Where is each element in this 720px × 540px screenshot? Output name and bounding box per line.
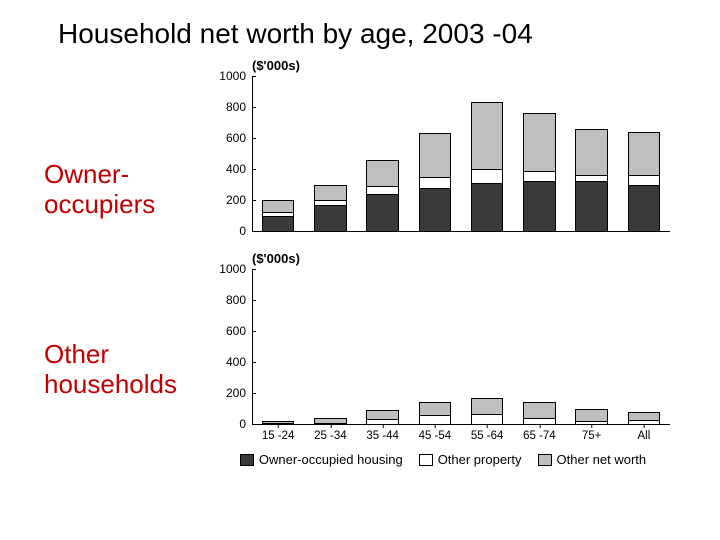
stacked-bar (575, 129, 607, 231)
legend-item: Owner-occupied housing (240, 452, 403, 467)
stacked-bar (523, 402, 555, 424)
bar-segment (366, 194, 398, 231)
legend-label: Owner-occupied housing (259, 452, 403, 467)
y-tick-label: 1000 (219, 69, 252, 83)
x-tick-label: 15 -24 (262, 424, 295, 442)
y-axis-title-bottom: ($'000s) (252, 251, 300, 266)
x-tick-label: 75+ (582, 424, 602, 442)
y-tick-label: 0 (239, 224, 252, 238)
bar-segment (262, 216, 294, 232)
plot-area-bottom: 0200400600800100015 -2425 -3435 -4445 -5… (252, 269, 670, 425)
bar-segment (575, 409, 607, 421)
bar-segment (419, 415, 451, 424)
bar-segment (523, 171, 555, 182)
bar-segment (523, 181, 555, 231)
stacked-bar (262, 200, 294, 231)
bar-segment (628, 175, 660, 184)
y-tick-label: 1000 (219, 262, 252, 276)
bar-segment (419, 133, 451, 176)
legend-swatch (538, 454, 552, 466)
y-tick-label: 200 (226, 193, 252, 207)
bar-segment (419, 177, 451, 188)
legend-item: Other net worth (538, 452, 647, 467)
bar-segment (523, 402, 555, 418)
y-tick-label: 0 (239, 417, 252, 431)
legend-label: Other net worth (557, 452, 647, 467)
bar-segment (628, 412, 660, 421)
bar-segment (523, 113, 555, 170)
legend-swatch (240, 454, 254, 466)
legend-swatch (419, 454, 433, 466)
bar-segment (419, 188, 451, 231)
y-tick-label: 800 (226, 293, 252, 307)
y-axis-title-top: ($'000s) (252, 58, 300, 73)
bar-segment (262, 200, 294, 212)
chart-container: ($'000s) 02004006008001000 ($'000s) 0200… (208, 60, 678, 428)
bar-segment (471, 102, 503, 169)
stacked-bar (628, 412, 660, 424)
x-tick-label: 45 -54 (419, 424, 452, 442)
stacked-bar (628, 132, 660, 231)
x-tick-label: All (637, 424, 650, 442)
page-title: Household net worth by age, 2003 -04 (58, 18, 533, 50)
bar-segment (366, 160, 398, 186)
bar-segment (471, 183, 503, 231)
bar-segment (419, 402, 451, 415)
plot-area-top: 02004006008001000 (252, 76, 670, 232)
y-tick-label: 600 (226, 324, 252, 338)
y-tick-label: 800 (226, 100, 252, 114)
x-tick-label: 35 -44 (366, 424, 399, 442)
stacked-bar (419, 133, 451, 231)
y-tick-label: 600 (226, 131, 252, 145)
stacked-bar (366, 410, 398, 424)
chart-panel-other-households: ($'000s) 0200400600800100015 -2425 -3435… (208, 253, 678, 428)
chart-legend: Owner-occupied housing Other property Othe… (208, 452, 678, 467)
bar-segment (575, 129, 607, 176)
bar-segment (314, 205, 346, 231)
bar-segment (366, 410, 398, 419)
x-tick-label: 65 -74 (523, 424, 556, 442)
bar-segment (366, 186, 398, 194)
y-tick-label: 400 (226, 162, 252, 176)
y-tick-label: 200 (226, 386, 252, 400)
bar-segment (314, 185, 346, 201)
legend-label: Other property (438, 452, 522, 467)
stacked-bar (471, 102, 503, 231)
stacked-bar (366, 160, 398, 231)
legend-item: Other property (419, 452, 522, 467)
stacked-bar (419, 402, 451, 424)
y-tick-label: 400 (226, 355, 252, 369)
x-tick-label: 55 -64 (471, 424, 504, 442)
stacked-bar (523, 113, 555, 231)
x-tick-label: 25 -34 (314, 424, 347, 442)
row-label-other-households: Otherhouseholds (44, 340, 177, 400)
stacked-bar (575, 409, 607, 424)
row-label-owner-occupiers: Owner-occupiers (44, 160, 155, 220)
bar-segment (471, 398, 503, 414)
bar-segment (471, 414, 503, 424)
stacked-bar (471, 398, 503, 424)
stacked-bar (314, 185, 346, 231)
bar-segment (471, 169, 503, 183)
bar-segment (628, 185, 660, 232)
bar-segment (575, 181, 607, 231)
bar-segment (628, 132, 660, 175)
chart-panel-owner-occupiers: ($'000s) 02004006008001000 (208, 60, 678, 235)
